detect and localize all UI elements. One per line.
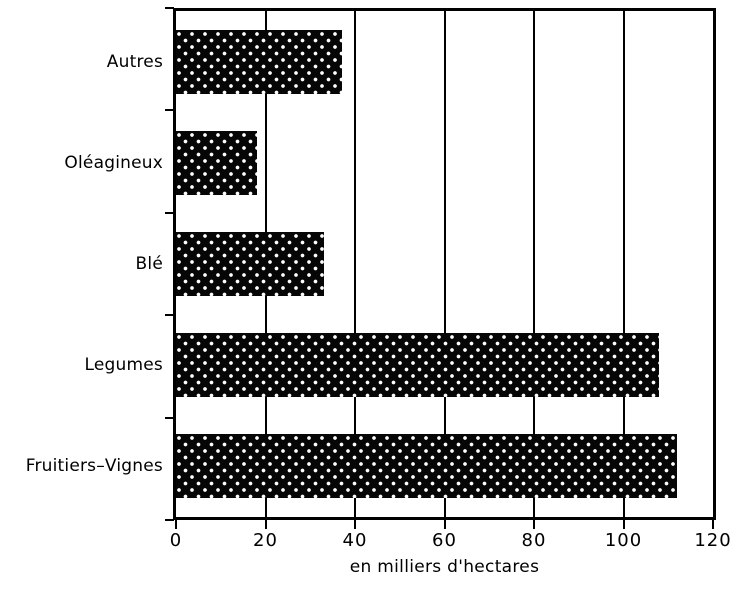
category-label-3: Legumes [84, 355, 163, 376]
x-tick-label-100: 100 [604, 530, 643, 551]
y-tick-2 [165, 211, 174, 214]
x-tick-0 [175, 518, 177, 529]
bar-4 [176, 434, 678, 499]
category-label-1: Oléagineux [64, 152, 163, 173]
gridline-x-60 [443, 11, 446, 517]
y-tick-5 [165, 519, 174, 521]
category-label-2: Blé [135, 254, 163, 274]
category-label-0: Autres [106, 51, 163, 72]
x-tick-label-40: 40 [342, 530, 368, 551]
y-tick-3 [165, 314, 174, 317]
y-tick-1 [165, 109, 174, 112]
y-tick-0 [165, 7, 174, 9]
x-tick-label-20: 20 [253, 530, 278, 551]
bar-2 [176, 232, 324, 296]
x-tick-label-80: 80 [521, 530, 547, 551]
bar-0 [176, 29, 342, 94]
bar-3 [176, 333, 660, 398]
gridline-x-100 [622, 11, 625, 517]
x-tick-80 [533, 518, 535, 529]
x-tick-40 [354, 518, 356, 529]
y-tick-4 [165, 416, 174, 419]
x-tick-label-60: 60 [432, 530, 457, 551]
x-tick-20 [264, 518, 267, 529]
x-tick-100 [622, 518, 625, 529]
category-label-4: Fruitiers–Vignes [25, 456, 163, 477]
gridline-x-40 [354, 11, 356, 517]
x-tick-label-0: 0 [169, 530, 183, 551]
x-axis-title: en milliers d'hectares [349, 557, 540, 577]
x-tick-120 [712, 518, 714, 529]
gridline-x-80 [533, 11, 535, 517]
plot-area [173, 8, 716, 520]
bar-1 [176, 130, 257, 195]
x-tick-60 [443, 518, 446, 529]
x-tick-label-120: 120 [694, 530, 732, 551]
